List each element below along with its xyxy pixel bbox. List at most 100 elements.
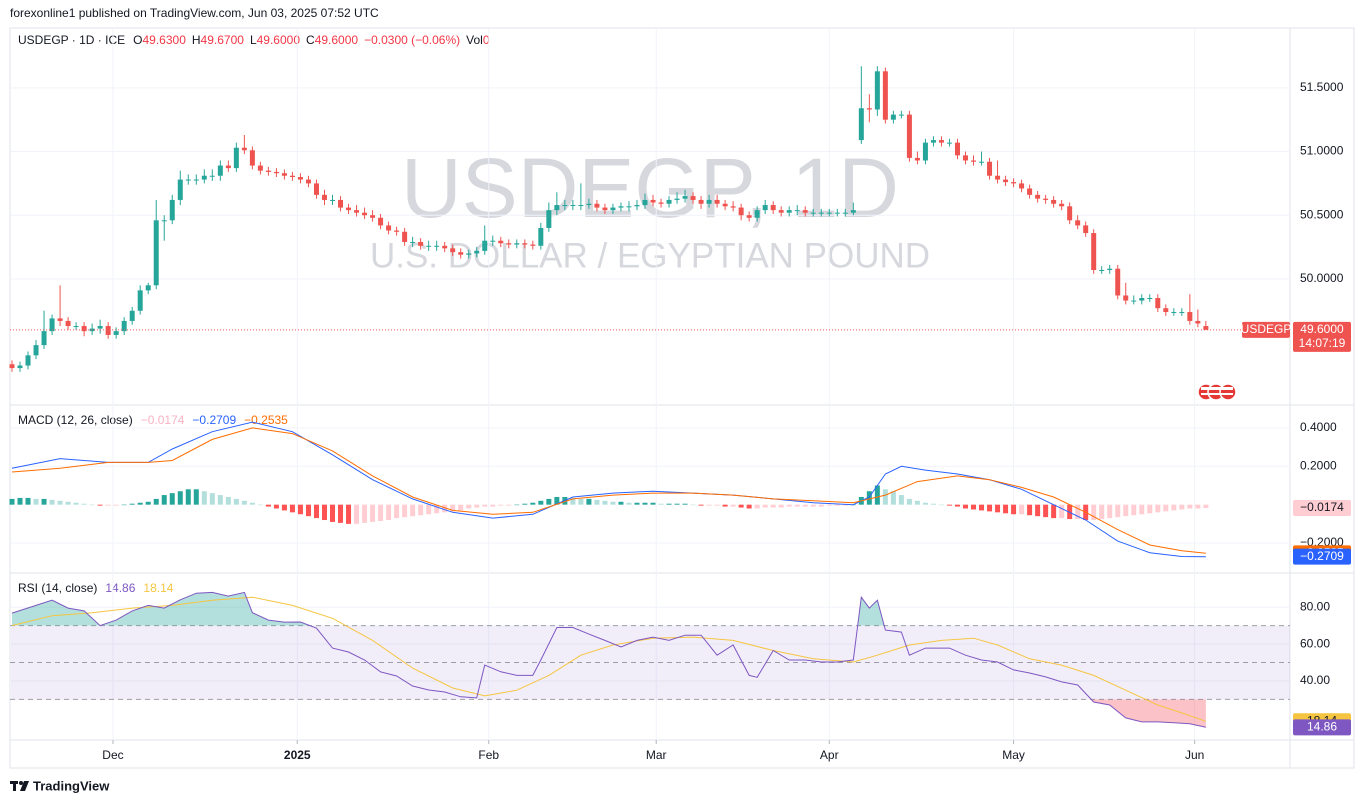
macd-histogram-bar: [442, 504, 448, 513]
macd-histogram-bar: [1131, 504, 1137, 516]
macd-histogram-bar: [193, 489, 199, 505]
symbol-tag-bg: [1242, 321, 1290, 338]
candle-body: [754, 210, 760, 218]
last-price-label: 49.6000: [1300, 322, 1344, 336]
macd-histogram-bar: [313, 504, 319, 519]
macd-histogram-bar: [690, 504, 696, 506]
ohlc-value: 49.6000: [315, 33, 359, 47]
macd-histogram-bar: [321, 504, 327, 521]
macd-histogram-bar: [1027, 504, 1033, 516]
macd-histogram-bar: [666, 503, 672, 505]
macd-histogram-bar: [113, 504, 119, 506]
candle-body: [674, 198, 680, 200]
symbol-tag: USDEGP: [1241, 322, 1292, 336]
candle-body: [938, 140, 944, 143]
macd-histogram-bar: [129, 503, 135, 505]
candle-body: [281, 173, 287, 176]
macd-histogram-bar: [33, 498, 39, 505]
candle-body: [594, 203, 600, 208]
candle-body: [33, 345, 39, 356]
candle-body: [113, 331, 119, 335]
macd-title: MACD (12, 26, close): [18, 413, 133, 427]
candle-body: [177, 179, 183, 200]
macd-histogram-bar: [418, 504, 424, 516]
macd-histogram-bar: [161, 495, 167, 505]
axis-value-label: −0.0174: [1300, 500, 1344, 514]
candle-body: [578, 205, 584, 207]
macd-histogram-bar: [386, 504, 392, 521]
macd-histogram-bar: [826, 504, 832, 506]
macd-histogram-bar: [145, 501, 151, 505]
candle-body: [105, 326, 111, 335]
last-price-box: [1293, 321, 1351, 352]
macd-histogram-bar: [634, 502, 640, 505]
event-flags[interactable]: [1197, 383, 1237, 401]
candle-body: [346, 207, 352, 211]
candle-body: [1155, 298, 1161, 309]
macd-histogram-bar: [137, 502, 143, 505]
macd-histogram-bar: [1171, 504, 1177, 511]
macd-histogram-bar: [946, 504, 952, 506]
candle-body: [634, 205, 640, 207]
candle-body: [313, 183, 319, 195]
macd-histogram-bar: [281, 504, 287, 511]
macd-histogram-bar: [578, 498, 584, 505]
macd-histogram-bar: [25, 497, 31, 505]
macd-histogram-bar: [786, 504, 792, 507]
candle-body: [538, 227, 544, 246]
macd-histogram-bar: [546, 498, 552, 505]
candle-body: [786, 210, 792, 213]
candle-body: [434, 245, 440, 247]
change: −0.0300 (−0.06%): [364, 33, 460, 47]
macd-histogram-bar: [914, 500, 920, 505]
macd-histogram-bar: [906, 498, 912, 505]
candle-body: [778, 210, 784, 213]
candle-body: [818, 212, 824, 214]
macd-histogram-bar: [1195, 504, 1201, 509]
candle-body: [498, 240, 504, 244]
macd-histogram-bar: [866, 491, 872, 505]
macd-histogram-bar: [778, 504, 784, 508]
candle-body: [153, 220, 159, 286]
macd-histogram-bar: [618, 501, 624, 505]
candle-body: [1043, 198, 1049, 200]
x-tick-label: May: [1002, 748, 1025, 762]
candle-body: [858, 108, 864, 141]
y-tick-label: 0.4000: [1300, 420, 1337, 434]
y-tick-label: 0.2000: [1300, 458, 1337, 472]
macd-histogram-bar: [65, 501, 71, 505]
candle-body: [1059, 203, 1065, 207]
candle-body: [682, 196, 688, 199]
macd-histogram-bar: [698, 504, 704, 506]
macd-histogram-bar: [930, 503, 936, 505]
axis-value-label: −0.2709: [1300, 549, 1344, 563]
candle-body: [289, 175, 295, 178]
ohlc-value: 49.6300: [142, 33, 186, 47]
rsi-ma-legend-value: 18.14: [143, 581, 173, 595]
candle-body: [450, 248, 456, 253]
candle-body: [201, 175, 207, 180]
candle-body: [1203, 326, 1209, 330]
event-flag[interactable]: [1219, 383, 1237, 401]
x-tick-label: 2025: [284, 748, 311, 762]
macd-histogram-bar: [610, 501, 616, 505]
macd-histogram-bar: [1035, 504, 1041, 517]
candle-body: [482, 240, 488, 251]
candle-body: [394, 230, 400, 232]
candle-body: [666, 199, 672, 204]
macd-histogram-bar: [682, 503, 688, 505]
y-tick-label: 51.5000: [1300, 80, 1344, 94]
candle-body: [1083, 225, 1089, 234]
candle-body: [410, 241, 416, 243]
candle-body: [137, 290, 143, 311]
hist-legend-value: −0.0174: [141, 413, 185, 427]
candle-body: [746, 215, 752, 218]
candle-body: [330, 199, 336, 201]
candle-body: [426, 245, 432, 247]
ohlc-key: H: [192, 33, 201, 47]
axis-value-box-bg: [1293, 719, 1351, 736]
macd-histogram-bar: [185, 489, 191, 505]
macd-histogram-bar: [754, 504, 760, 509]
macd-histogram-bar: [522, 503, 528, 505]
x-tick-label: Mar: [646, 748, 667, 762]
